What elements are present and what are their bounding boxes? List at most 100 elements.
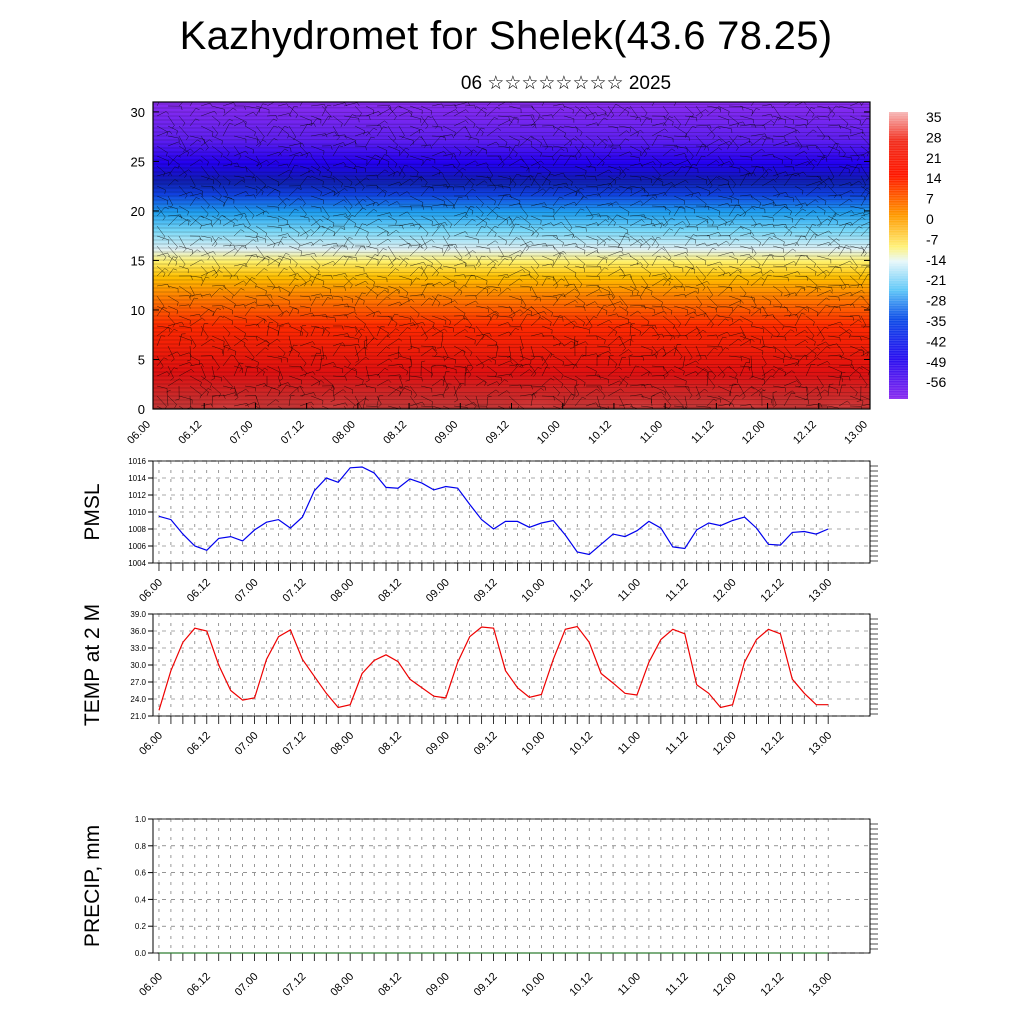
wind-barb-feather [845,245,850,247]
wind-barb-feather [390,265,394,269]
wind-barb-feather [828,117,830,122]
wind-barb [552,253,561,267]
wind-barb [211,215,221,221]
wind-barb [629,355,643,358]
wind-barb [442,275,456,283]
wind-barb [849,245,864,250]
wind-barb-feather [394,313,399,316]
wind-barb [266,118,274,127]
wind-barb [695,365,708,373]
wind-barb-feather [219,195,222,200]
wind-barb [409,155,424,161]
wind-barb [706,232,719,237]
wind-barb-feather [251,215,255,219]
wind-barb [464,219,473,227]
wind-barb [387,215,397,222]
wind-barb-feather [868,243,870,245]
wind-barb-feather [737,305,742,308]
wind-barb-feather [509,187,511,192]
wind-barb [827,175,835,186]
wind-barb [365,374,379,377]
wind-barb [563,315,575,326]
wind-barb [596,405,608,409]
wind-barb [420,405,433,408]
wind-barb-feather [520,384,523,389]
wind-barb [706,347,715,357]
wind-barb-feather [542,188,547,192]
wind-barb-feather [519,203,522,208]
wind-barb-feather [421,377,423,382]
wind-barb-feather [518,140,520,145]
wind-barb [640,235,651,247]
wind-barb-feather [863,154,866,159]
wind-barb [508,365,519,377]
wind-barb [277,103,287,107]
wind-barb [178,255,186,265]
wind-barb-feather [731,307,734,312]
wind-barb [244,125,256,133]
wind-barb [343,155,356,166]
wind-barb-feather [257,323,260,328]
wind-barb [618,105,629,113]
wind-barb-feather [303,363,307,367]
wind-barb [805,335,816,342]
x-tick-label: 06.12 [185,730,213,758]
wind-barb [640,255,649,265]
wind-barb [849,348,862,357]
wind-barb [310,239,321,247]
wind-barb-feather [188,295,191,300]
wind-barb-feather [859,315,861,320]
wind-barb-feather [343,162,347,166]
wind-barb [200,205,209,214]
wind-barb-feather [540,387,545,391]
wind-barb-feather [578,154,582,159]
wind-barb [684,395,688,408]
wind-barb-feather [608,351,612,355]
wind-barb [222,197,229,207]
wind-barb [728,115,739,124]
wind-barb [420,186,430,197]
wind-barb-feather [626,219,629,224]
wind-barb-feather [550,377,555,381]
wind-barb-feather [724,318,729,321]
wind-barb [783,242,797,247]
wind-barb-feather [510,224,514,228]
wind-barb [827,213,836,227]
wind-barb [464,149,474,157]
wind-barb-feather [717,188,721,192]
wind-barb-feather [256,336,258,341]
wind-barb [431,135,445,137]
wind-barb [167,345,175,360]
wind-barb [189,317,203,327]
wind-barb [706,125,716,136]
wind-barb [794,217,802,227]
wind-barb [178,135,187,150]
wind-barb [288,344,294,357]
wind-barb [365,310,379,317]
wind-barb [673,125,687,135]
wind-barb-feather [352,114,357,117]
wind-barb [398,105,413,113]
wind-barb [574,135,584,145]
wind-barb [321,345,325,359]
wind-barb [178,352,190,357]
x-tick-label: 10.12 [567,577,595,605]
wind-barb [288,125,297,138]
x-tick-label: 10.00 [520,577,548,605]
colorbar-label: 28 [926,129,942,145]
wind-barb [684,225,698,228]
wind-barb-feather [778,117,781,121]
wind-barb-feather [769,253,774,256]
wind-barb-feather [610,183,613,188]
wind-barb-feather [751,157,753,162]
wind-barb-feather [862,212,866,217]
wind-barb [244,355,259,363]
wind-barb [552,125,566,134]
wind-barb [211,235,218,244]
wind-barb [783,305,792,314]
wind-barb-feather [581,106,586,109]
wind-barb-feather [560,148,565,151]
y-tick-label: 30 [131,105,145,120]
wind-barb [387,229,397,237]
